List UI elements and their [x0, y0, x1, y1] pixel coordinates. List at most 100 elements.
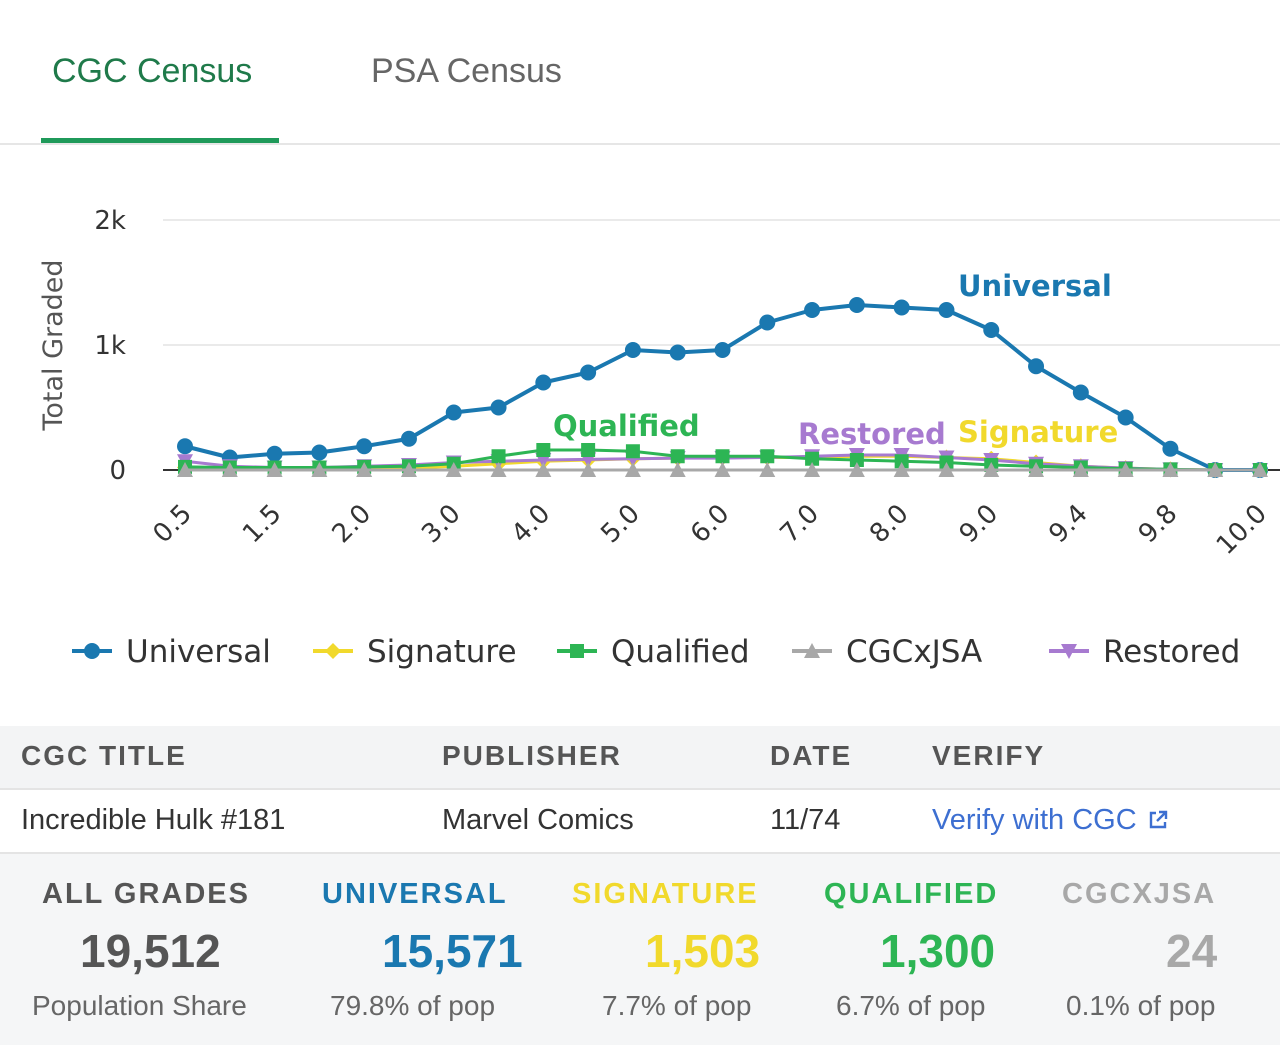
legend-label: Signature: [367, 634, 517, 670]
data-point: [983, 462, 1000, 477]
data-point: [938, 462, 955, 477]
data-point: [983, 322, 1000, 338]
legend-item-universal: Universal: [72, 634, 271, 670]
verify-with-cgc-link[interactable]: Verify with CGC: [932, 804, 1169, 837]
data-point: [759, 462, 776, 477]
data-point: [490, 399, 507, 416]
data-point: [805, 451, 820, 466]
stat-sub: 6.7% of pop: [836, 990, 986, 1021]
data-point: [1061, 644, 1077, 659]
data-point: [221, 462, 238, 477]
data-point: [669, 462, 686, 477]
data-point: [624, 342, 641, 358]
data-point: [535, 462, 552, 477]
header-date: DATE: [770, 740, 853, 771]
tab-psa-census[interactable]: PSA Census: [371, 52, 562, 90]
data-point: [938, 302, 955, 318]
info-table-header: CGC TITLE PUBLISHER DATE VERIFY: [0, 726, 1280, 790]
x-tick-label: 5.0: [595, 499, 645, 549]
x-tick-label: 6.0: [685, 499, 735, 549]
data-point: [535, 374, 552, 391]
x-tick-label: 2.0: [327, 499, 377, 549]
legend-item-signature: Signature: [313, 634, 517, 670]
data-point: [266, 445, 283, 462]
data-point: [177, 438, 193, 455]
info-table-row: Incredible Hulk #181 Marvel Comics 11/74…: [0, 790, 1280, 854]
header-publisher: PUBLISHER: [442, 740, 622, 771]
stat-sub: 79.8% of pop: [330, 990, 496, 1021]
x-tick-label: 9.0: [954, 499, 1004, 549]
y-tick-label: 0: [109, 456, 126, 486]
population-stats: ALL GRADES 19,512 Population Share UNIVE…: [0, 854, 1280, 1045]
stat-sub: Population Share: [32, 990, 247, 1021]
data-point: [893, 299, 910, 316]
data-point: [1117, 409, 1134, 426]
data-point: [715, 449, 730, 464]
data-point: [325, 643, 341, 659]
data-point: [580, 364, 597, 381]
x-tick-label: 8.0: [864, 499, 914, 549]
data-point: [490, 462, 507, 477]
header-verify: VERIFY: [932, 740, 1046, 771]
y-tick-label: 2k: [94, 206, 126, 236]
stat-label: UNIVERSAL: [322, 878, 508, 910]
stat-value: 1,503: [645, 925, 761, 977]
data-point: [356, 462, 373, 477]
legend-item-cgcxjsa: CGCxJSA: [792, 634, 982, 670]
data-point: [536, 443, 551, 457]
data-point: [445, 404, 462, 421]
legend-label: CGCxJSA: [846, 634, 982, 670]
x-tick-label: 9.4: [1043, 499, 1093, 549]
data-point: [848, 297, 865, 313]
data-point: [311, 462, 328, 477]
data-point: [311, 444, 328, 461]
data-point: [580, 462, 597, 477]
legend-label: Universal: [126, 634, 271, 670]
data-point: [670, 449, 685, 464]
data-point: [1252, 462, 1268, 477]
y-tick-label: 1k: [94, 331, 126, 361]
x-tick-label: 3.0: [416, 499, 466, 549]
series-cgcxjsa: [177, 462, 1268, 477]
data-point: [491, 449, 506, 464]
data-point: [804, 302, 821, 318]
data-point: [1207, 462, 1224, 477]
x-tick-label: 4.0: [506, 499, 556, 549]
stat-value: 15,571: [382, 925, 523, 977]
data-point: [266, 462, 283, 477]
series-annotation-universal: Universal: [958, 269, 1112, 303]
stat-label: SIGNATURE: [572, 878, 759, 910]
data-point: [714, 342, 731, 358]
series-universal: [177, 297, 1268, 478]
data-point: [625, 444, 640, 459]
data-point: [445, 462, 462, 477]
stat-label: ALL GRADES: [42, 878, 250, 910]
x-tick-label: 9.8: [1133, 499, 1183, 549]
data-point: [1028, 462, 1045, 477]
comic-title: Incredible Hulk #181: [21, 804, 286, 836]
header-cgc-title: CGC TITLE: [21, 740, 187, 771]
data-point: [714, 462, 731, 477]
census-chart: 0 1k 2k Total Graded 0.5 1.5 2.0 3.0 4.0 5.0 6.0 7.…: [38, 206, 1280, 670]
tab-cgc-census[interactable]: CGC Census: [52, 52, 253, 90]
stat-sub: 7.7% of pop: [602, 990, 752, 1021]
x-tick-label: 7.0: [775, 499, 825, 549]
legend-item-restored: Restored: [1049, 634, 1240, 670]
data-point: [570, 644, 584, 658]
data-point: [849, 453, 864, 467]
x-tick-label: 10.0: [1211, 499, 1273, 561]
data-point: [1162, 440, 1179, 457]
data-point: [84, 643, 100, 659]
data-point: [1072, 384, 1089, 401]
data-point: [624, 462, 641, 477]
active-tab-underline: [41, 138, 279, 143]
data-point: [669, 344, 686, 361]
data-point: [400, 462, 417, 477]
data-point: [177, 462, 193, 477]
x-tick-label: 1.5: [237, 499, 287, 549]
x-tick-label: 0.5: [147, 499, 197, 549]
legend-label: Qualified: [611, 634, 750, 670]
data-point: [893, 462, 910, 477]
legend-item-qualified: Qualified: [557, 634, 750, 670]
external-link-icon: [1149, 810, 1167, 829]
